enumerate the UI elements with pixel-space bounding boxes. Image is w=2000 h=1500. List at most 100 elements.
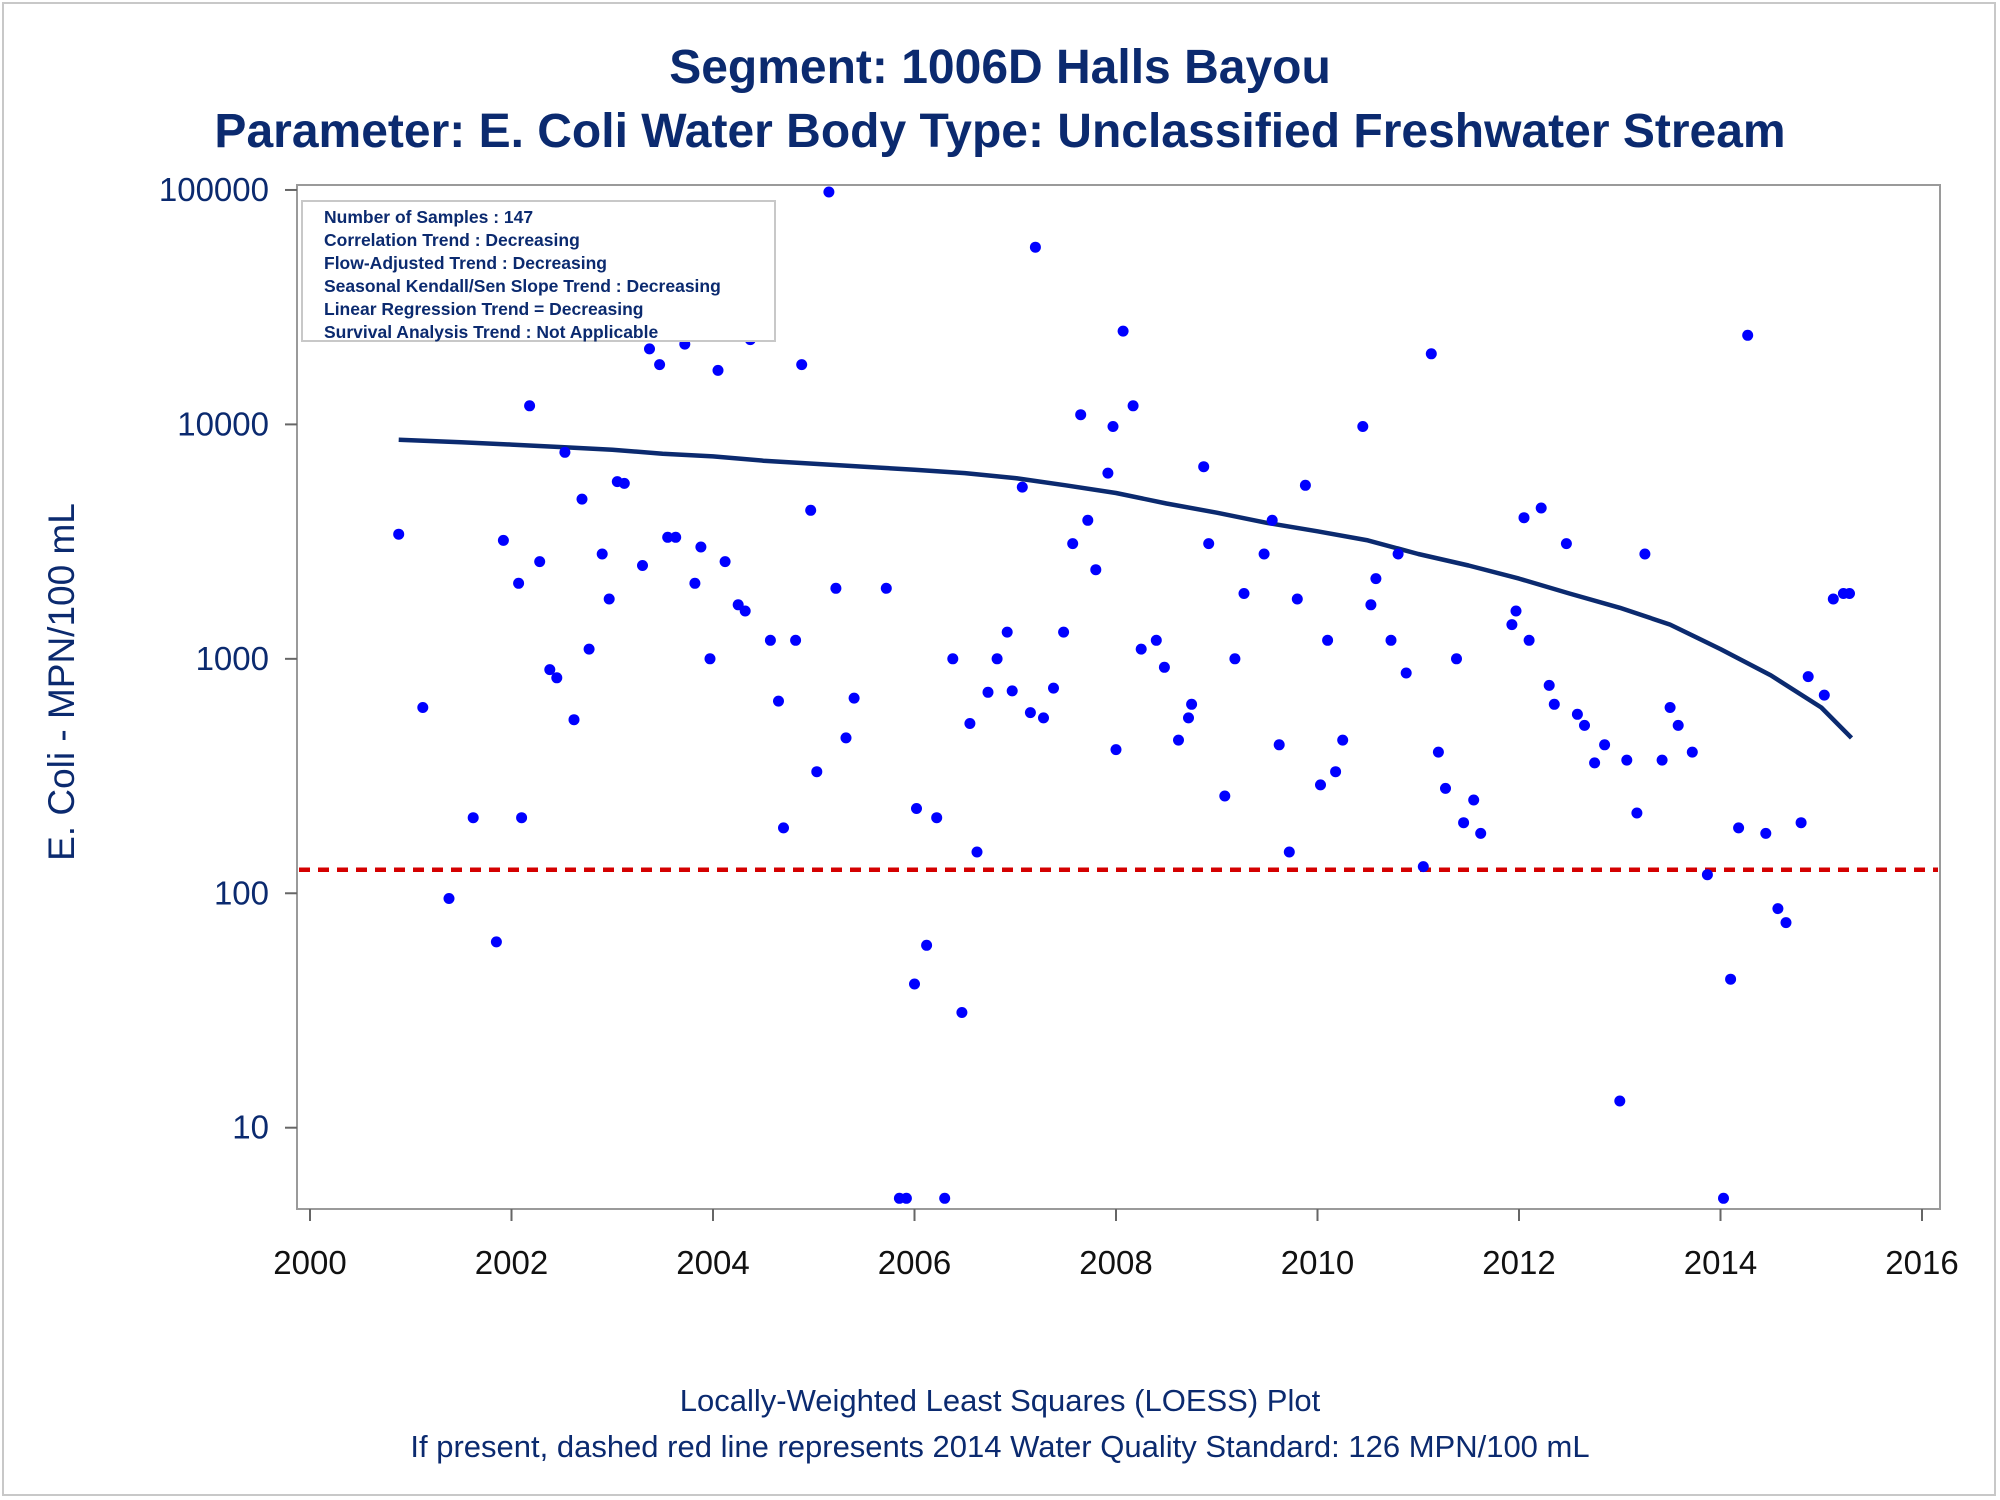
data-point [947, 653, 959, 665]
data-point [654, 359, 666, 371]
data-point [1535, 502, 1547, 514]
data-point [1173, 734, 1184, 746]
x-tick-label: 2014 [1684, 1244, 1757, 1281]
data-point [1664, 702, 1676, 713]
data-point [1357, 421, 1369, 432]
data-point [1203, 538, 1215, 550]
data-point [1283, 846, 1295, 858]
data-point [1315, 779, 1326, 791]
data-point [1718, 1192, 1729, 1204]
data-point [559, 446, 571, 458]
data-point [1631, 807, 1643, 819]
data-point [583, 643, 595, 655]
data-point [544, 664, 556, 676]
data-point [921, 939, 933, 951]
y-tick-label: 10 [232, 1109, 269, 1146]
data-point [644, 343, 655, 355]
data-point [516, 812, 528, 824]
data-point [790, 634, 802, 646]
data-point [490, 936, 502, 948]
data-point [712, 364, 724, 376]
data-point [1733, 822, 1745, 834]
data-point [596, 548, 608, 560]
chart-subtitle: Parameter: E. Coli Water Body Type: Uncl… [214, 105, 1786, 158]
data-point [811, 766, 823, 778]
stat-survival-analysis-trend: Survival Analysis Trend : Not Applicable [324, 322, 659, 342]
data-point [1183, 712, 1194, 724]
data-point [1795, 817, 1807, 829]
data-point [1127, 400, 1139, 412]
data-point [1425, 348, 1437, 360]
data-point [1075, 409, 1087, 421]
data-point [695, 541, 707, 553]
stat-correlation-trend: Correlation Trend : Decreasing [324, 230, 580, 250]
x-tick-label: 2016 [1885, 1244, 1958, 1281]
data-point [704, 653, 716, 665]
footnote-loess: Locally-Weighted Least Squares (LOESS) P… [679, 1383, 1321, 1418]
y-axis: 10 100 1000 10000 100000 [159, 171, 297, 1146]
data-point [1621, 754, 1633, 766]
data-point [796, 359, 808, 371]
data-point [568, 714, 580, 726]
x-axis: 2000 2002 2004 2006 2008 2010 2012 2014 2016 [273, 1209, 1959, 1281]
data-point [662, 531, 674, 543]
data-point [823, 186, 835, 198]
data-point [1337, 734, 1349, 746]
data-point [1082, 514, 1094, 526]
data-point [900, 1192, 912, 1204]
data-point [1802, 671, 1814, 683]
data-point [1579, 719, 1590, 731]
data-point [1219, 790, 1231, 802]
data-point [848, 692, 860, 704]
data-point [603, 593, 615, 605]
data-point [1589, 757, 1601, 769]
data-point [1266, 514, 1278, 526]
data-point [1639, 548, 1651, 560]
data-point [830, 582, 842, 594]
data-point [1365, 599, 1377, 611]
data-point [880, 582, 892, 594]
data-point [971, 846, 983, 858]
data-point [1400, 667, 1412, 679]
stat-linear-regression-trend: Linear Regression Trend = Decreasing [324, 299, 644, 319]
data-point [1818, 689, 1830, 701]
data-point [1571, 708, 1583, 720]
loess-layer [398, 437, 1854, 740]
data-point [1760, 827, 1772, 839]
chart-title: Segment: 1006D Halls Bayou [669, 41, 1331, 94]
data-point [1135, 643, 1147, 655]
data-point [1701, 869, 1713, 881]
data-point [1672, 719, 1684, 731]
data-point [1451, 653, 1462, 665]
data-point [1385, 634, 1397, 646]
y-tick-label: 100000 [159, 171, 269, 208]
data-point [840, 732, 852, 744]
data-point [1780, 917, 1792, 929]
stat-sample-count: Number of Samples : 147 [324, 207, 534, 227]
data-point [764, 634, 776, 646]
plot-border [296, 184, 1941, 1210]
data-point [1107, 421, 1119, 432]
data-point [443, 893, 455, 904]
data-point [982, 686, 994, 698]
data-point [1048, 682, 1059, 694]
x-tick-label: 2002 [475, 1244, 548, 1281]
data-point [1102, 467, 1114, 479]
data-point [1299, 479, 1311, 491]
data-point [393, 528, 405, 540]
points-layer [393, 186, 1855, 1204]
data-point [956, 1007, 968, 1018]
data-point [551, 672, 563, 684]
data-point [911, 803, 922, 814]
data-point [1392, 548, 1404, 560]
data-point [1475, 827, 1487, 839]
data-point [1742, 329, 1754, 341]
x-tick-label: 2004 [676, 1244, 749, 1281]
data-point [497, 534, 509, 546]
data-point [1117, 325, 1129, 337]
data-point [618, 477, 630, 489]
y-tick-label: 10000 [177, 405, 269, 442]
data-point [1322, 634, 1334, 646]
data-point [1458, 817, 1470, 829]
y-tick-label: 1000 [196, 640, 269, 677]
